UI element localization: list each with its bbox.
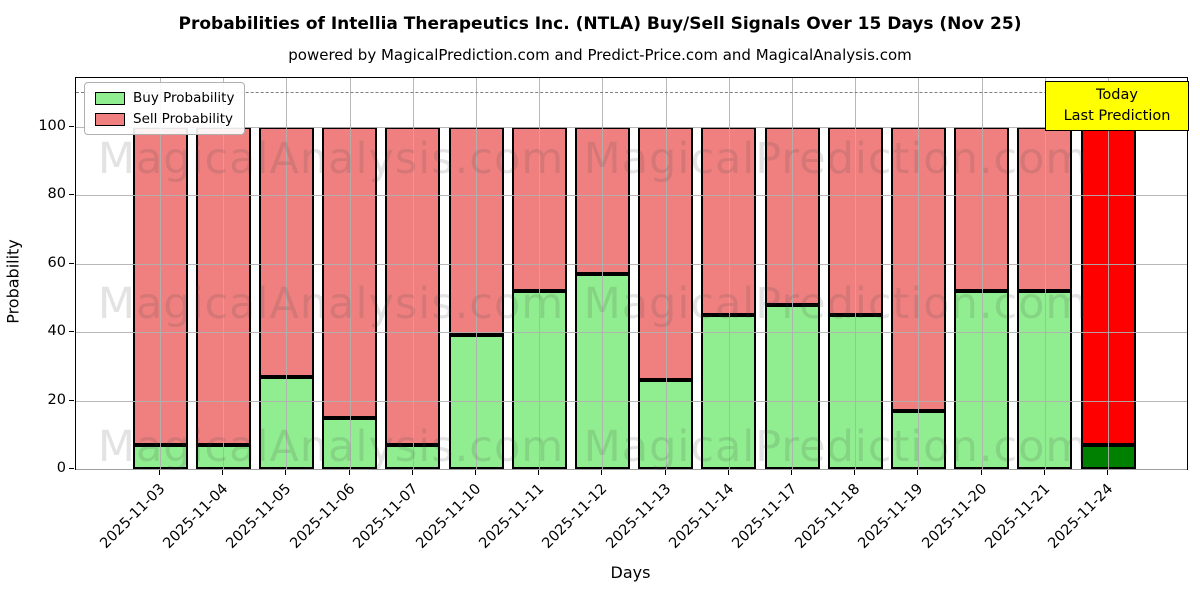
y-tick-mark [69,262,74,264]
v-gridline [539,78,541,469]
legend-item-buy: Buy Probability [95,90,234,106]
watermark-right: MagicalPrediction.com [583,134,1089,184]
legend-label-sell: Sell Probability [133,111,234,127]
y-tick-label-80: 80 [47,186,66,203]
v-gridline [160,78,161,469]
legend-label-buy: Buy Probability [133,90,235,106]
y-tick-mark [69,194,74,196]
v-gridline [918,78,920,469]
x-tick-label-2025-11-19: 2025-11-19 [855,481,927,552]
y-tick-mark [69,331,74,333]
x-tick-label-2025-11-06: 2025-11-06 [286,481,358,552]
x-tick-mark [411,470,413,475]
today-annotation-line2: Last Prediction [1063,108,1171,125]
x-tick-mark [475,470,476,475]
y-tick-mark [69,399,74,401]
h-gridline-80 [76,195,1187,197]
v-gridline [412,78,414,469]
x-tick-label-2025-11-03: 2025-11-03 [97,481,169,552]
h-gridline-20 [76,400,1187,402]
x-tick-mark [222,470,224,475]
x-tick-label-2025-11-24: 2025-11-24 [1045,481,1117,552]
x-tick-label-2025-11-18: 2025-11-18 [792,481,864,552]
watermark-right: MagicalPrediction.com [583,422,1089,472]
x-tick-label-2025-11-04: 2025-11-04 [160,481,232,552]
h-gridline-40 [76,332,1187,334]
x-tick-mark [791,470,792,475]
x-tick-mark [727,470,729,475]
buy-probability-swatch [95,91,125,105]
x-tick-mark [348,470,350,475]
x-tick-label-2025-11-21: 2025-11-21 [982,481,1054,552]
v-gridline [855,78,857,469]
watermark-left: MagicalAnalysis.com [97,422,565,472]
x-tick-mark [664,470,666,475]
y-axis-label: Probability [3,239,23,324]
v-gridline [286,78,288,469]
x-tick-mark [1107,470,1108,475]
x-tick-mark [159,470,160,475]
x-tick-label-2025-11-12: 2025-11-12 [539,481,611,552]
v-gridline [665,78,667,469]
x-axis-label: Days [610,563,651,582]
x-tick-mark [917,470,919,475]
plot-area: MagicalAnalysis.com MagicalPrediction.com… [75,77,1189,472]
y-tick-label-20: 20 [47,391,66,408]
v-gridline [792,78,793,469]
y-tick-mark [69,125,74,127]
v-gridline [223,78,225,469]
x-tick-mark [538,470,540,475]
y-tick-label-0: 0 [56,460,66,476]
today-annotation-line1: Today [1096,87,1138,103]
y-tick-label-40: 40 [47,323,66,340]
chart-subtitle: powered by MagicalPrediction.com and Pre… [288,46,912,64]
x-tick-mark [980,470,982,475]
chart-title: Probabilities of Intellia Therapeutics I… [178,14,1022,34]
x-tick-label-2025-11-17: 2025-11-17 [729,481,801,552]
watermark-left: MagicalAnalysis.com [97,279,565,329]
h-gridline-60 [76,263,1187,265]
x-tick-mark [601,470,603,475]
y-tick-label-60: 60 [47,254,66,271]
v-gridline [1044,78,1046,469]
sell-probability-swatch [95,112,125,126]
x-tick-mark [285,470,287,475]
v-gridline [476,78,477,469]
x-tick-label-2025-11-11: 2025-11-11 [476,481,548,552]
watermark-left: MagicalAnalysis.com [97,134,565,184]
v-gridline [728,78,730,469]
threshold-dashed-line [76,92,1187,94]
x-tick-mark [854,470,856,475]
y-tick-mark [69,468,74,469]
v-gridline [602,78,604,469]
x-tick-mark [1043,470,1045,475]
x-tick-label-2025-11-10: 2025-11-10 [413,481,485,552]
watermark-right: MagicalPrediction.com [583,279,1089,329]
today-annotation: Today Last Prediction [1045,81,1189,132]
x-tick-label-2025-11-07: 2025-11-07 [350,481,422,552]
x-tick-label-2025-11-20: 2025-11-20 [918,481,990,552]
x-tick-label-2025-11-05: 2025-11-05 [223,481,295,552]
h-gridline-0 [76,469,1187,470]
y-tick-label-100: 100 [38,117,66,134]
h-gridline-100 [76,126,1187,128]
legend: Buy Probability Sell Probability [84,82,246,135]
v-gridline [349,78,351,469]
v-gridline [981,78,983,469]
x-tick-label-2025-11-13: 2025-11-13 [602,481,674,552]
x-tick-label-2025-11-14: 2025-11-14 [666,481,738,552]
legend-item-sell: Sell Probability [95,111,234,127]
v-gridline [1108,78,1109,469]
